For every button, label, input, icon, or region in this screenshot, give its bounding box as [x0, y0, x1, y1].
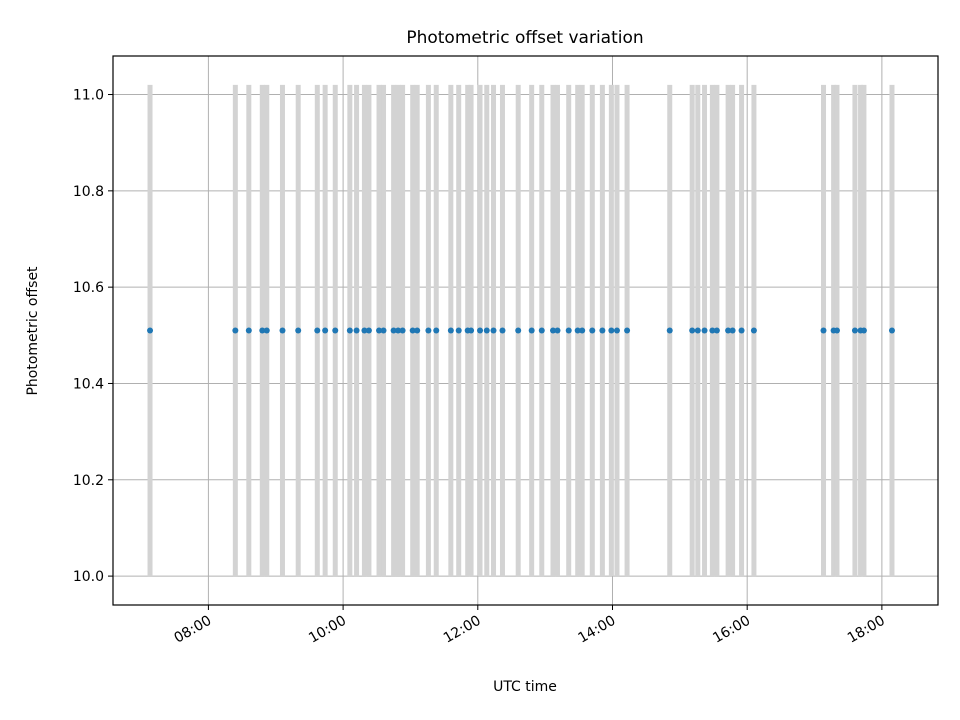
data-point: [888, 327, 895, 334]
data-point: [579, 327, 586, 334]
data-point: [608, 327, 615, 334]
y-tick-label: 10.0: [73, 569, 104, 585]
data-point: [750, 327, 757, 334]
data-point: [376, 327, 383, 334]
data-point: [666, 327, 673, 334]
y-axis-ticks: 10.0 10.2 10.4 10.6 10.8 11.0: [73, 88, 113, 585]
data-point: [499, 327, 506, 334]
y-tick-label: 11.0: [73, 88, 104, 104]
y-tick-label: 10.8: [73, 184, 104, 200]
data-point: [295, 327, 302, 334]
data-point: [425, 327, 432, 334]
data-point: [565, 327, 572, 334]
data-point: [490, 327, 497, 334]
data-point: [477, 327, 484, 334]
y-tick-label: 10.2: [73, 473, 104, 489]
data-point: [725, 327, 732, 334]
data-points: [147, 327, 895, 334]
data-point: [613, 327, 620, 334]
data-point: [380, 327, 387, 334]
data-point: [447, 327, 454, 334]
y-tick-label: 10.4: [73, 376, 104, 392]
data-point: [332, 327, 339, 334]
data-point: [455, 327, 462, 334]
data-point: [833, 327, 840, 334]
data-point: [361, 327, 368, 334]
data-point: [414, 327, 421, 334]
data-point: [399, 327, 406, 334]
data-point: [599, 327, 606, 334]
data-point: [554, 327, 561, 334]
data-point: [729, 327, 736, 334]
data-point: [147, 327, 154, 334]
data-point: [365, 327, 372, 334]
data-point: [860, 327, 867, 334]
data-point: [259, 327, 266, 334]
y-tick-label: 10.6: [73, 280, 104, 296]
data-point: [574, 327, 581, 334]
data-point: [468, 327, 475, 334]
data-point: [528, 327, 535, 334]
data-point: [245, 327, 252, 334]
data-point: [589, 327, 596, 334]
data-point: [390, 327, 397, 334]
data-point: [713, 327, 720, 334]
data-point: [851, 327, 858, 334]
data-point: [322, 327, 329, 334]
data-point: [433, 327, 440, 334]
plot-frame: [112, 55, 939, 606]
x-axis-label: UTC time: [493, 679, 557, 695]
data-point: [689, 327, 696, 334]
data-point: [550, 327, 556, 334]
data-point: [279, 327, 286, 334]
data-point: [738, 327, 745, 334]
data-point: [701, 327, 708, 334]
data-point: [820, 327, 827, 334]
data-point: [409, 327, 416, 334]
data-point: [346, 327, 353, 334]
data-point: [314, 327, 321, 334]
data-point: [709, 327, 716, 334]
data-point: [263, 327, 270, 334]
data-point: [483, 327, 490, 334]
data-point: [515, 327, 522, 334]
chart-title: Photometric offset variation: [406, 28, 643, 48]
data-point: [538, 327, 545, 334]
y-axis-label: Photometric offset: [25, 266, 41, 396]
data-point: [353, 327, 360, 334]
data-point: [694, 327, 701, 334]
data-point: [624, 327, 631, 334]
data-point: [395, 327, 402, 334]
data-point: [232, 327, 239, 334]
